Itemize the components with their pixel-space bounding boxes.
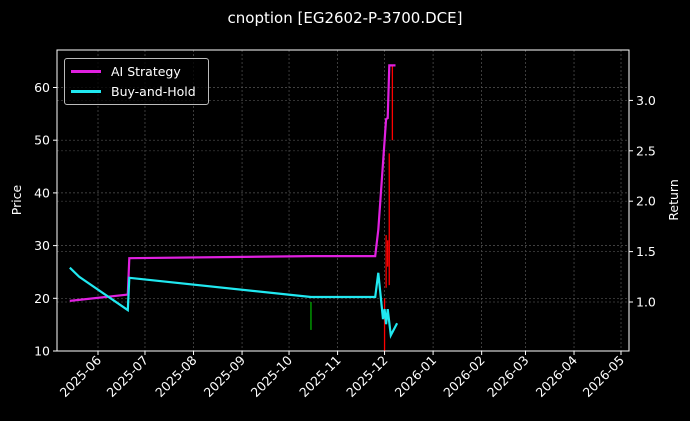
svg-text:40: 40 <box>34 185 50 200</box>
svg-text:2.5: 2.5 <box>636 143 656 158</box>
svg-text:10: 10 <box>34 344 50 359</box>
svg-text:2025-10: 2025-10 <box>248 352 296 400</box>
svg-text:20: 20 <box>34 291 50 306</box>
svg-text:2026-04: 2026-04 <box>533 352 581 400</box>
svg-text:2025-12: 2025-12 <box>343 353 391 401</box>
svg-text:2025-09: 2025-09 <box>201 352 249 400</box>
legend-item-buy-and-hold: Buy-and-Hold <box>71 82 196 100</box>
chart-title: cnoption [EG2602-P-3700.DCE] <box>227 9 463 27</box>
svg-text:1.5: 1.5 <box>636 244 656 259</box>
svg-text:2025-08: 2025-08 <box>152 352 200 400</box>
svg-text:3.0: 3.0 <box>636 93 656 108</box>
series-lines <box>69 64 399 339</box>
legend-label: Buy-and-Hold <box>111 83 196 99</box>
y-axis-right: 1.0 1.5 2.0 2.5 3.0 <box>629 93 656 310</box>
y-axis-left: 10 20 30 40 50 60 <box>34 80 57 359</box>
svg-text:2026-01: 2026-01 <box>392 353 440 401</box>
legend-label: AI Strategy <box>111 63 181 79</box>
svg-text:2025-11: 2025-11 <box>296 353 344 401</box>
svg-text:2026-02: 2026-02 <box>440 353 488 401</box>
legend-swatch <box>71 89 101 93</box>
signal-bars <box>310 66 394 351</box>
x-axis: 2025-06 2025-07 2025-08 2025-09 2025-10 2025-… <box>57 351 628 401</box>
legend-item-ai-strategy: AI Strategy <box>71 62 181 80</box>
svg-text:2.0: 2.0 <box>636 194 656 209</box>
y-axis-label: Price <box>9 184 24 215</box>
y-axis-right-label: Return <box>666 179 681 220</box>
svg-text:2025-07: 2025-07 <box>104 353 152 401</box>
svg-text:2025-06: 2025-06 <box>57 352 105 400</box>
svg-text:2026-03: 2026-03 <box>484 353 532 401</box>
plot-frame <box>56 49 630 352</box>
svg-text:2026-05: 2026-05 <box>580 353 628 401</box>
legend-swatch <box>71 69 101 73</box>
svg-text:1.0: 1.0 <box>636 295 656 310</box>
legend: AI Strategy Buy-and-Hold <box>64 58 209 105</box>
svg-text:30: 30 <box>34 238 50 253</box>
svg-text:60: 60 <box>34 80 50 95</box>
svg-text:50: 50 <box>34 133 50 148</box>
